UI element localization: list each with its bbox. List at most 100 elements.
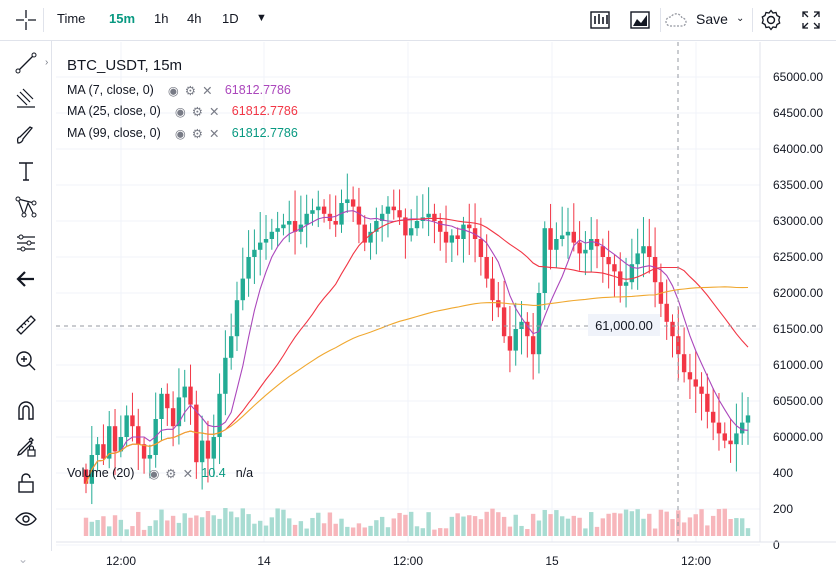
candle-body (345, 199, 350, 203)
candle-body (710, 411, 716, 423)
close-icon[interactable]: ✕ (182, 466, 194, 481)
magnet-icon[interactable] (12, 397, 40, 425)
volume-bar (141, 529, 147, 536)
candle-body (670, 321, 675, 337)
gear-icon[interactable]: ⚙ (184, 83, 196, 98)
price-chart[interactable]: 65000.00 64500.00 64000.00 63500.00 63000.00… (56, 42, 836, 574)
volume-bar (739, 518, 745, 536)
candle-body (101, 444, 106, 459)
volume-bar (397, 512, 402, 536)
price-tick-label: 63000.00 (773, 214, 823, 228)
candle-body (449, 235, 455, 243)
eye-icon[interactable]: ◉ (174, 104, 186, 119)
volume-bar (205, 510, 211, 536)
candle-body (124, 415, 129, 437)
chevron-right-icon[interactable]: › (45, 57, 49, 68)
gear-icon[interactable]: ⚙ (165, 466, 177, 481)
volume-bar (263, 525, 269, 536)
candle-body (530, 336, 536, 355)
volume-bar (519, 525, 524, 536)
candle-body (333, 221, 338, 225)
interval-1d[interactable]: 1D (222, 11, 239, 26)
trend-line-icon[interactable] (12, 49, 40, 77)
volume-bar (490, 508, 495, 536)
arrow-left-icon[interactable] (12, 265, 40, 293)
chevron-down-icon[interactable]: ⌄ (18, 552, 29, 566)
eye-icon[interactable]: ◉ (167, 83, 179, 98)
volume-bar (472, 516, 478, 536)
volume-bar (426, 512, 431, 536)
crosshair-icon[interactable] (12, 6, 40, 34)
prediction-tool-icon[interactable] (12, 229, 40, 257)
candle-body (234, 300, 240, 337)
price-tick-label: 60000.00 (773, 430, 823, 444)
candle-body (252, 249, 257, 257)
candle-body (699, 386, 704, 394)
candle-body (734, 433, 739, 445)
brush-icon[interactable] (12, 121, 40, 149)
time-label: Time (57, 11, 86, 26)
candle-body (356, 206, 362, 225)
volume-bar (583, 528, 588, 536)
price-tick-label: 0 (773, 538, 780, 552)
unlock-icon[interactable] (12, 469, 40, 497)
candle-body (188, 386, 193, 405)
fib-tool-icon[interactable] (12, 85, 40, 113)
volume-bar (130, 526, 135, 536)
candle-body (147, 455, 153, 459)
volume-bar (385, 527, 391, 536)
gear-icon[interactable] (757, 6, 785, 34)
volume-bar (606, 513, 611, 536)
interval-1h[interactable]: 1h (154, 11, 169, 26)
volume-bar (554, 510, 559, 536)
close-icon[interactable]: ✕ (209, 126, 220, 141)
save-button[interactable]: Save (696, 11, 728, 27)
interval-4h[interactable]: 4h (187, 11, 202, 26)
volume-bar (461, 516, 466, 536)
cloud-icon[interactable] (662, 6, 690, 34)
chart-type-icon[interactable] (626, 6, 654, 34)
candle-body (490, 278, 495, 301)
time-tick-label: 12:00 (393, 554, 423, 568)
candle-body (159, 393, 164, 419)
save-dropdown-icon[interactable]: ⌄ (736, 13, 745, 24)
time-tick-label: 14 (257, 554, 271, 568)
eye-icon[interactable]: ◉ (174, 126, 186, 141)
volume-bar (658, 509, 664, 536)
price-tick-label: 61500.00 (773, 322, 823, 336)
eye-icon[interactable]: ◉ (148, 466, 160, 481)
intervals-dropdown-icon[interactable]: ▼ (256, 12, 267, 24)
pattern-tool-icon[interactable] (12, 193, 40, 221)
volume-bar (246, 514, 251, 536)
candle-body (391, 206, 396, 211)
candle-body (304, 213, 309, 225)
candle-body (136, 426, 141, 445)
candle-body (310, 210, 315, 214)
volume-bar (710, 515, 716, 536)
volume-bar (182, 513, 187, 536)
volume-bar (217, 518, 222, 536)
text-tool-icon[interactable] (12, 157, 40, 185)
candle-body (641, 246, 646, 254)
candle-body (385, 206, 391, 214)
indicators-icon[interactable] (586, 6, 614, 34)
fullscreen-icon[interactable] (797, 6, 825, 34)
volume-bar (147, 525, 153, 536)
gear-icon[interactable]: ⚙ (191, 104, 203, 119)
candle-body (379, 213, 385, 221)
close-icon[interactable]: ✕ (202, 83, 213, 98)
candle-body (176, 397, 182, 427)
candle-body (455, 235, 460, 239)
candle-body (228, 336, 234, 358)
lock-drawing-icon[interactable] (12, 433, 40, 461)
volume-bar (536, 520, 542, 536)
candle-body (408, 228, 414, 236)
eye-icon[interactable] (12, 505, 40, 533)
ma99-label: MA (99, close, 0) (67, 126, 161, 140)
volume-bar (681, 522, 687, 536)
close-icon[interactable]: ✕ (209, 104, 220, 119)
gear-icon[interactable]: ⚙ (191, 126, 203, 141)
zoom-in-icon[interactable] (12, 347, 40, 375)
ruler-icon[interactable] (12, 311, 40, 339)
interval-15m[interactable]: 15m (109, 11, 136, 26)
